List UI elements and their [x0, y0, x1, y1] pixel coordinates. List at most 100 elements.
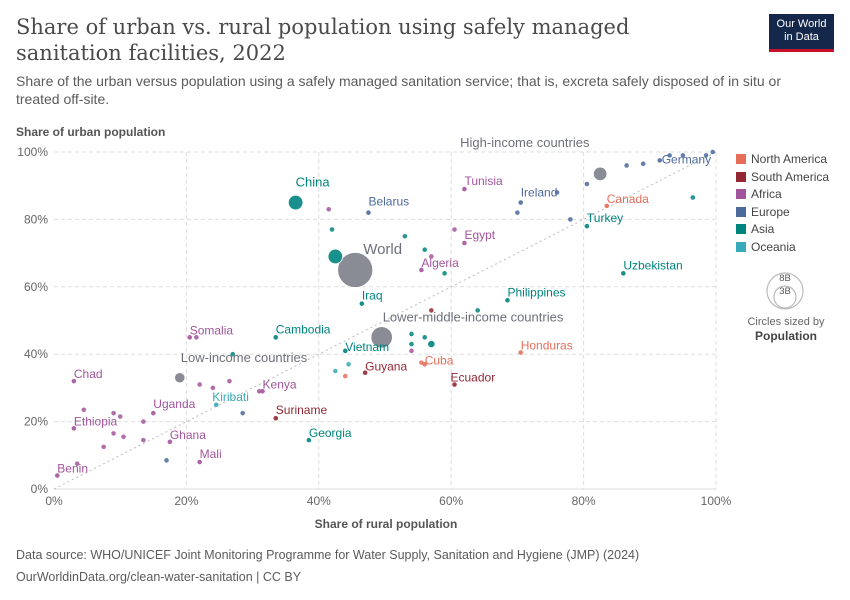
logo-line-2: in Data: [784, 31, 819, 43]
scatter-point: [462, 240, 467, 246]
logo-line-1: Our World: [776, 18, 827, 30]
footer-source: Data source: WHO/UNICEF Joint Monitoring…: [16, 548, 640, 562]
legend-swatch: [736, 242, 746, 252]
scatter-point: [342, 348, 348, 354]
scatter-point: [515, 210, 520, 215]
y-tick-label: 60%: [24, 280, 48, 294]
y-tick-label: 0%: [31, 482, 49, 496]
size-note-line-1: Circles sized by: [747, 316, 825, 328]
scatter-point: [194, 335, 199, 340]
scatter-point: [584, 223, 590, 229]
point-label: Guyana: [365, 360, 407, 374]
x-tick-label: 40%: [307, 494, 331, 508]
scatter-point: [333, 368, 338, 374]
scatter-point: [422, 335, 428, 340]
scatter-point: [370, 326, 393, 349]
size-note-line-2: Population: [755, 329, 817, 343]
scatter-point: [409, 341, 414, 347]
point-label: World: [363, 241, 402, 258]
legend-item[interactable]: Asia: [736, 222, 774, 236]
x-tick-label: 60%: [439, 494, 463, 508]
point-label: Chad: [74, 367, 103, 381]
scatter-point: [667, 153, 672, 158]
scatter-point: [452, 382, 457, 387]
scatter-point: [141, 419, 146, 424]
legend-item[interactable]: Oceania: [736, 240, 796, 254]
legend-swatch: [736, 189, 746, 200]
y-axis-label: Share of urban population: [16, 125, 165, 139]
scatter-point: [505, 297, 510, 303]
x-tick-label: 80%: [572, 494, 596, 508]
point-label: Ireland: [521, 186, 558, 200]
point-label: Kiribati: [212, 390, 249, 404]
size-legend-circles: 8B 3B: [766, 272, 804, 310]
point-label: Philippines: [507, 285, 565, 299]
y-tick-label: 40%: [24, 347, 48, 361]
point-label: Germany: [662, 152, 711, 166]
scatter-point: [141, 437, 146, 443]
footer-url[interactable]: OurWorldinData.org/clean-water-sanitatio…: [16, 570, 302, 584]
scatter-point: [462, 186, 467, 192]
scatter-point: [409, 331, 414, 337]
legend-item[interactable]: South America: [736, 170, 829, 184]
scatter-point: [419, 267, 424, 273]
point-label: Suriname: [276, 403, 328, 417]
scatter-point: [55, 473, 60, 478]
scatter-point: [402, 233, 408, 239]
scatter-point: [74, 461, 80, 467]
legend-label: Oceania: [751, 240, 796, 254]
scatter-point: [287, 194, 304, 211]
scatter-point: [359, 301, 365, 306]
scatter-point: [71, 426, 77, 431]
scatter-point: [230, 351, 236, 357]
scatter-point: [442, 271, 447, 276]
point-label: Cambodia: [276, 322, 331, 336]
legend-swatch: [736, 154, 746, 164]
x-tick-label: 20%: [174, 494, 198, 508]
point-label: Egypt: [464, 228, 495, 242]
scatter-point: [342, 373, 348, 379]
point-label: Ghana: [170, 428, 206, 442]
point-label: Kenya: [263, 377, 297, 391]
chart-subtitle: Share of the urban versus population usi…: [16, 73, 781, 107]
scatter-point: [429, 254, 434, 259]
size-legend-large: 8B: [779, 273, 791, 284]
y-tick-label: 20%: [24, 415, 48, 429]
legend-item[interactable]: North America: [736, 152, 827, 166]
scatter-point: [604, 203, 610, 209]
scatter-point: [306, 437, 312, 443]
legend-swatch: [736, 171, 746, 182]
scatter-point: [174, 372, 186, 384]
scatter-point: [362, 370, 368, 376]
scatter-point: [452, 227, 457, 232]
legend-item[interactable]: Africa: [736, 187, 782, 201]
point-label: Honduras: [521, 339, 573, 353]
scatter-point: [429, 308, 434, 313]
scatter-point: [518, 200, 524, 205]
scatter-point: [101, 444, 106, 450]
point-label: China: [296, 175, 331, 190]
point-label: Ecuador: [451, 371, 496, 385]
point-label: Mali: [200, 447, 222, 461]
legend-item[interactable]: Europe: [736, 205, 790, 219]
scatter-point: [187, 335, 193, 340]
scatter-point: [327, 248, 344, 265]
scatter-point: [703, 153, 709, 158]
point-label: Ethiopia: [74, 414, 118, 428]
scatter-point: [657, 158, 663, 163]
size-note: Circles sized by Population: [736, 315, 836, 343]
y-tick-label: 80%: [24, 212, 48, 226]
scatter-point: [151, 410, 156, 416]
point-label: Uganda: [153, 397, 195, 411]
scatter-point: [111, 410, 116, 416]
scatter-point: [81, 407, 87, 413]
scatter-point: [409, 348, 414, 354]
point-label: Canada: [607, 192, 649, 206]
chart-title: Share of urban vs. rural population usin…: [16, 15, 630, 65]
x-tick-label: 100%: [701, 494, 732, 508]
point-label: Somalia: [190, 323, 234, 337]
point-label: Lower-middle-income countries: [383, 309, 564, 324]
point-label: Tunisia: [464, 174, 503, 188]
scatter-point: [273, 415, 279, 421]
scatter-point: [164, 458, 169, 463]
